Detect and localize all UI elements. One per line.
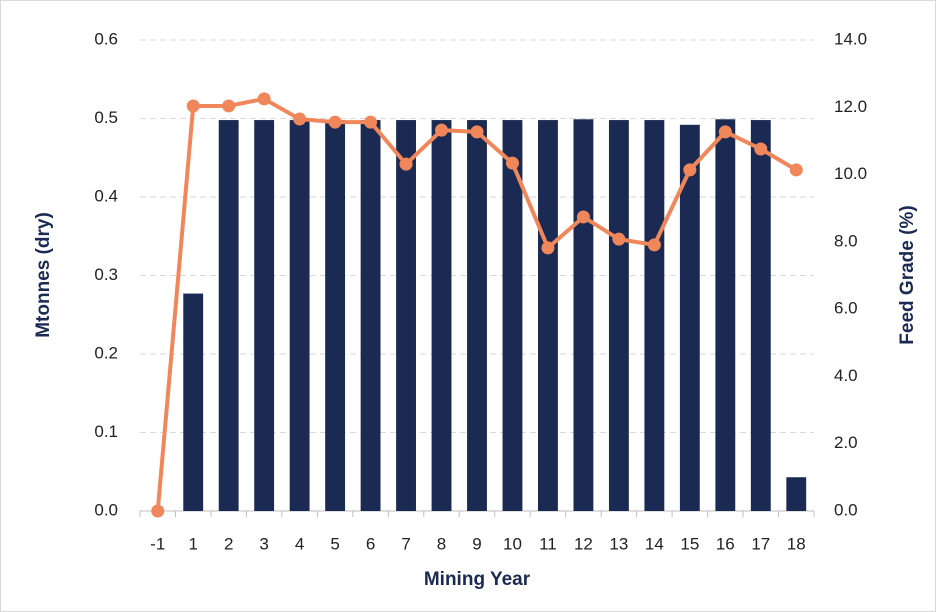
y-tick-label: 0.5 [94, 108, 118, 127]
y-tick-label: 0.1 [94, 422, 118, 441]
x-tick-label: 8 [437, 534, 446, 553]
x-tick-label: 11 [539, 534, 557, 553]
bar [679, 124, 700, 511]
bar [786, 477, 807, 511]
y2-tick-label: 4.0 [834, 366, 858, 385]
bar [715, 119, 736, 511]
line-marker [789, 163, 803, 177]
line-marker [293, 112, 307, 126]
y2-tick-label: 12.0 [834, 97, 867, 116]
y-tick-label: 0.2 [94, 343, 118, 362]
line-marker [435, 123, 449, 137]
bar [396, 120, 416, 511]
x-tick-label: 17 [751, 534, 770, 553]
x-tick-label: 3 [259, 534, 268, 553]
line-marker [683, 163, 697, 177]
bar [467, 120, 487, 511]
x-tick-label: 9 [472, 534, 481, 553]
x-tick-label: 14 [645, 534, 664, 553]
y2-tick-label: 14.0 [834, 29, 867, 48]
bar [750, 120, 771, 511]
bar [608, 120, 629, 511]
bar [431, 120, 452, 511]
x-tick-label: 16 [716, 534, 735, 553]
line-marker [151, 504, 165, 518]
x-tick-label: 15 [680, 534, 699, 553]
line-marker [576, 210, 590, 224]
bar [538, 120, 558, 511]
y-tick-label: 0.3 [94, 265, 118, 284]
line-marker [647, 238, 661, 252]
x-tick-label: 7 [401, 534, 410, 553]
line-marker [328, 115, 342, 129]
bar [254, 120, 275, 511]
bar [289, 120, 310, 511]
line-marker [399, 157, 413, 171]
y2-tick-label: 0.0 [834, 500, 858, 519]
line-marker [186, 99, 200, 113]
bar [325, 120, 346, 511]
x-tick-label: 10 [503, 534, 522, 553]
y2-axis-title: Feed Grade (%) [897, 205, 918, 344]
x-axis-title: Mining Year [424, 569, 531, 590]
y2-tick-label: 6.0 [834, 299, 858, 318]
line-marker [222, 99, 236, 113]
y2-tick-label: 2.0 [834, 433, 858, 452]
y-tick-label: 0.4 [94, 186, 118, 205]
bar [644, 120, 665, 511]
bar [360, 120, 381, 511]
y2-tick-label: 8.0 [834, 231, 858, 250]
x-tick-label: -1 [150, 534, 165, 553]
bar [218, 120, 239, 511]
line-marker [754, 142, 768, 156]
x-tick-label: 13 [609, 534, 628, 553]
y2-tick-label: 10.0 [834, 164, 867, 183]
line-marker [470, 125, 484, 139]
x-tick-label: 12 [574, 534, 593, 553]
x-tick-label: 5 [330, 534, 339, 553]
line-marker [718, 125, 732, 139]
x-tick-label: 18 [787, 534, 806, 553]
bar [502, 120, 523, 511]
x-tick-label: 4 [295, 534, 304, 553]
line-marker [505, 156, 519, 170]
bar [573, 119, 594, 511]
x-tick-label: 2 [224, 534, 233, 553]
x-tick-label: 6 [366, 534, 375, 553]
line-marker [257, 92, 271, 106]
y-tick-label: 0.0 [94, 500, 118, 519]
bar [183, 293, 204, 511]
line-marker [612, 232, 626, 246]
y-axis-title: Mtonnes (dry) [33, 212, 54, 338]
line-marker [364, 115, 378, 129]
y-tick-label: 0.6 [94, 29, 118, 48]
x-tick-label: 1 [188, 534, 197, 553]
line-marker [541, 241, 555, 255]
